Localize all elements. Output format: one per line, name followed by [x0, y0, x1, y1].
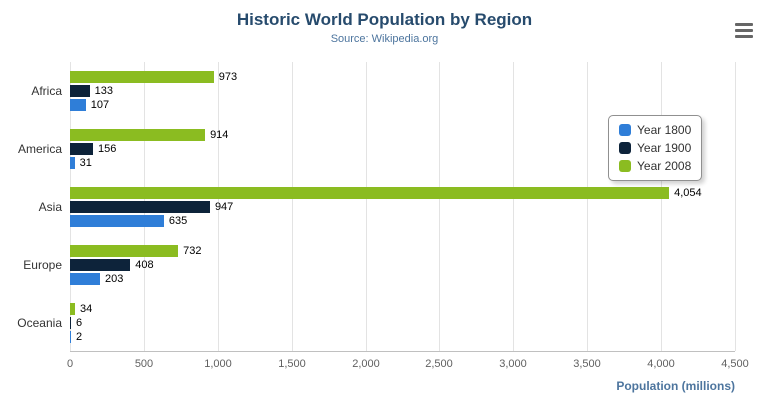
hamburger-bar: [735, 29, 753, 32]
data-label: 156: [98, 143, 117, 155]
y-category-label: Oceania: [17, 316, 62, 330]
data-label: 133: [94, 85, 113, 97]
legend-item-year-1800[interactable]: Year 1800: [619, 123, 691, 137]
data-label: 635: [168, 215, 188, 227]
y-category-label: Europe: [23, 258, 62, 272]
legend-swatch-icon: [619, 142, 631, 154]
data-label: 4,054: [674, 187, 702, 199]
bar-africa-year-1800[interactable]: [70, 99, 86, 111]
gridline: [587, 62, 588, 351]
data-label: 973: [218, 71, 238, 83]
bar-oceania-year-2008[interactable]: [70, 303, 76, 315]
x-tick-label: 4,500: [721, 358, 749, 370]
export-menu-hamburger-icon[interactable]: [735, 23, 753, 38]
data-label: 947: [214, 201, 234, 213]
legend: Year 1800 Year 1900 Year 2008: [608, 115, 703, 181]
data-label: 6: [76, 317, 83, 329]
bar-europe-year-2008[interactable]: [70, 245, 179, 257]
bar-oceania-year-1900[interactable]: [70, 317, 71, 329]
x-tick-label: 3,000: [499, 358, 527, 370]
x-axis-title: Population (millions): [616, 379, 735, 393]
y-category-label: America: [17, 142, 62, 156]
data-label: 107: [90, 99, 110, 111]
y-category-label: Africa: [31, 84, 62, 98]
x-tick-label: 2,000: [352, 358, 380, 370]
x-tick-label: 2,500: [425, 358, 453, 370]
legend-swatch-icon: [619, 124, 631, 136]
hamburger-bar: [735, 35, 753, 38]
bar-asia-year-1900[interactable]: [70, 201, 210, 213]
hamburger-bar: [735, 23, 753, 26]
y-category-label: Asia: [38, 200, 62, 214]
x-tick-label: 500: [134, 358, 154, 370]
bar-europe-year-1900[interactable]: [70, 259, 131, 271]
bar-africa-year-1900[interactable]: [70, 85, 90, 97]
bar-america-year-2008[interactable]: [70, 129, 206, 141]
chart-title: Historic World Population by Region: [236, 10, 533, 29]
gridline: [218, 62, 219, 351]
data-label: 203: [104, 273, 124, 285]
gridline: [661, 62, 662, 351]
legend-label: Year 1900: [637, 141, 692, 155]
x-tick-label: 3,500: [573, 358, 601, 370]
x-tick-label: 4,000: [647, 358, 675, 370]
gridline: [513, 62, 514, 351]
legend-item-year-1900[interactable]: Year 1900: [619, 141, 691, 155]
data-label: 732: [183, 245, 202, 257]
legend-swatch-icon: [619, 160, 631, 172]
bar-america-year-1900[interactable]: [70, 143, 94, 155]
bar-asia-year-1800[interactable]: [70, 215, 164, 227]
data-label: 31: [79, 157, 92, 169]
chart-subtitle: Source: Wikipedia.org: [330, 33, 439, 45]
bar-america-year-1800[interactable]: [70, 157, 75, 169]
x-tick-label: 0: [66, 358, 74, 370]
x-tick-label: 1,500: [278, 358, 306, 370]
bar-oceania-year-1800[interactable]: [70, 331, 71, 343]
gridline: [439, 62, 440, 351]
x-tick-label: 1,000: [204, 358, 232, 370]
data-label: 34: [80, 303, 93, 315]
gridline: [366, 62, 367, 351]
gridline: [735, 62, 736, 351]
legend-item-year-2008[interactable]: Year 2008: [619, 159, 691, 173]
data-label: 2: [76, 331, 83, 343]
bar-asia-year-2008[interactable]: [70, 187, 670, 199]
gridline: [292, 62, 293, 351]
data-label: 408: [135, 259, 154, 271]
legend-label: Year 1800: [637, 123, 692, 137]
legend-label: Year 2008: [637, 159, 692, 173]
plot-area: 973 133 107 914 156 31 4,054 947 635 732 408 203 34 6…: [70, 62, 736, 352]
data-label: 914: [210, 129, 229, 141]
bar-africa-year-2008[interactable]: [70, 71, 214, 83]
bar-europe-year-1800[interactable]: [70, 273, 100, 285]
